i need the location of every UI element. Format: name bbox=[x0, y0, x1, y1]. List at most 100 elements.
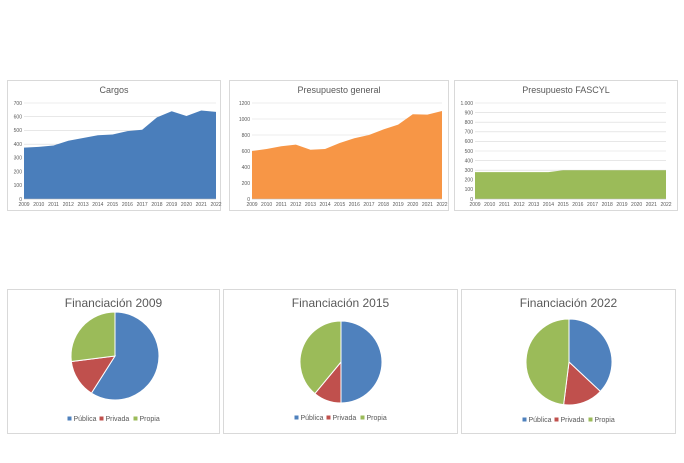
chart-presupuesto-general: Presupuesto general 0 200 400 600 800 1000 120… bbox=[229, 80, 449, 211]
y-tick-label: 500 bbox=[14, 128, 23, 134]
x-tick-label: 2011 bbox=[499, 202, 510, 208]
area-plot-presupuesto-general: 0 200 400 600 800 1000 1200 2009 2010 2011 2012 201… bbox=[239, 101, 448, 208]
legend-swatch bbox=[588, 417, 593, 422]
chart-title: Financiación 2009 bbox=[64, 296, 163, 310]
pie-plot-2015: Pública Privada Propia bbox=[294, 320, 387, 422]
y-tick-label: 1000 bbox=[239, 117, 250, 123]
y-tick-label: 200 bbox=[465, 178, 474, 184]
chart-financiacion-2009: Financiación 2009 Pública Privada Propia bbox=[7, 289, 220, 434]
chart-title: Cargos bbox=[99, 85, 129, 95]
x-tick-label: 2010 bbox=[33, 202, 44, 208]
x-tick-label: 2017 bbox=[137, 202, 148, 208]
y-tick-label: 300 bbox=[14, 156, 23, 162]
x-tick-label: 2018 bbox=[378, 202, 389, 208]
x-tick-label: 2013 bbox=[78, 202, 89, 208]
x-tick-label: 2015 bbox=[558, 202, 569, 208]
x-tick-label: 2020 bbox=[407, 202, 418, 208]
y-tick-label: 800 bbox=[242, 133, 251, 139]
pie-slice bbox=[340, 320, 383, 404]
pie-plot-2009: Pública Privada Propia bbox=[67, 311, 160, 423]
x-tick-label: 2009 bbox=[469, 202, 480, 208]
x-tick-label: 2019 bbox=[393, 202, 404, 208]
y-tick-label: 400 bbox=[465, 158, 474, 164]
x-tick-label: 2021 bbox=[196, 202, 207, 208]
x-tick-label: 2012 bbox=[290, 202, 301, 208]
x-tick-label: 2016 bbox=[122, 202, 133, 208]
legend-swatch bbox=[326, 415, 331, 420]
y-tick-label: 800 bbox=[465, 120, 474, 126]
x-tick-label: 2011 bbox=[276, 202, 287, 208]
pie-slice bbox=[299, 320, 342, 395]
pie-slice bbox=[70, 311, 116, 363]
legend-label: Privada bbox=[333, 415, 357, 422]
x-tick-label: 2021 bbox=[646, 202, 657, 208]
x-tick-label: 2015 bbox=[107, 202, 118, 208]
x-tick-label: 2009 bbox=[18, 202, 29, 208]
legend-swatch bbox=[133, 416, 138, 421]
legend-swatch bbox=[522, 417, 527, 422]
x-tick-label: 2014 bbox=[92, 202, 103, 208]
x-tick-label: 2012 bbox=[514, 202, 525, 208]
x-tick-label: 2020 bbox=[631, 202, 642, 208]
y-tick-label: 0 bbox=[247, 197, 250, 203]
x-tick-label: 2020 bbox=[181, 202, 192, 208]
area-plot-cargos: 0 100 200 300 400 500 600 700 2009 2010 2011 2012 20… bbox=[14, 101, 222, 208]
y-tick-label: 600 bbox=[242, 149, 251, 155]
x-tick-label: 2022 bbox=[436, 202, 447, 208]
legend-swatch bbox=[67, 416, 72, 421]
y-tick-label: 600 bbox=[14, 115, 23, 121]
legend-label: Propia bbox=[595, 417, 615, 424]
y-tick-label: 200 bbox=[14, 169, 23, 175]
y-tick-label: 1.000 bbox=[460, 101, 473, 107]
x-tick-label: 2009 bbox=[246, 202, 257, 208]
x-tick-label: 2017 bbox=[363, 202, 374, 208]
area-series bbox=[24, 110, 216, 199]
x-tick-label: 2011 bbox=[48, 202, 59, 208]
chart-title: Financiación 2015 bbox=[291, 296, 390, 310]
chart-presupuesto-fascyl: Presupuesto FASCYL 0 100 200 300 400 500 600 70… bbox=[454, 80, 678, 211]
x-tick-label: 2021 bbox=[422, 202, 433, 208]
pie-plot-2022: Pública Privada Propia bbox=[522, 318, 615, 424]
legend-label: Pública bbox=[529, 417, 552, 424]
x-tick-label: 2015 bbox=[334, 202, 345, 208]
chart-cargos: Cargos 0 100 200 300 400 500 600 700 2009 2010 201… bbox=[7, 80, 222, 211]
y-tick-label: 100 bbox=[14, 183, 23, 189]
chart-financiacion-2015: Financiación 2015 Pública Privada Propia bbox=[223, 289, 458, 434]
y-tick-label: 700 bbox=[14, 101, 23, 107]
pie-slice bbox=[90, 311, 160, 401]
legend-label: Pública bbox=[301, 415, 324, 422]
x-tick-label: 2019 bbox=[166, 202, 177, 208]
x-tick-label: 2022 bbox=[660, 202, 671, 208]
x-tick-label: 2014 bbox=[320, 202, 331, 208]
x-tick-label: 2018 bbox=[602, 202, 613, 208]
legend-swatch bbox=[554, 417, 559, 422]
y-tick-label: 900 bbox=[465, 110, 474, 116]
y-tick-label: 0 bbox=[470, 197, 473, 203]
y-tick-label: 500 bbox=[465, 149, 474, 155]
x-tick-label: 2022 bbox=[210, 202, 221, 208]
x-tick-label: 2013 bbox=[528, 202, 539, 208]
y-tick-label: 400 bbox=[14, 142, 23, 148]
legend-swatch bbox=[294, 415, 299, 420]
x-tick-label: 2014 bbox=[543, 202, 554, 208]
x-tick-label: 2013 bbox=[305, 202, 316, 208]
pie-slice bbox=[568, 318, 613, 393]
x-tick-label: 2016 bbox=[572, 202, 583, 208]
legend-label: Privada bbox=[106, 416, 130, 423]
x-tick-label: 2010 bbox=[484, 202, 495, 208]
y-tick-label: 100 bbox=[465, 187, 474, 193]
chart-title: Presupuesto FASCYL bbox=[522, 85, 610, 95]
chart-financiacion-2022: Financiación 2022 Pública Privada Propia bbox=[461, 289, 676, 434]
legend-label: Propia bbox=[140, 416, 160, 423]
legend-label: Propia bbox=[367, 415, 387, 422]
area-plot-presupuesto-fascyl: 0 100 200 300 400 500 600 700 800 900 1.000 2009 201… bbox=[460, 101, 671, 208]
area-series bbox=[475, 170, 666, 199]
y-tick-label: 600 bbox=[465, 139, 474, 145]
y-tick-label: 1200 bbox=[239, 101, 250, 107]
x-tick-label: 2019 bbox=[616, 202, 627, 208]
y-tick-label: 700 bbox=[465, 130, 474, 136]
x-tick-label: 2012 bbox=[63, 202, 74, 208]
chart-title: Financiación 2022 bbox=[519, 296, 618, 310]
chart-title: Presupuesto general bbox=[297, 85, 381, 95]
legend-label: Pública bbox=[74, 416, 97, 423]
